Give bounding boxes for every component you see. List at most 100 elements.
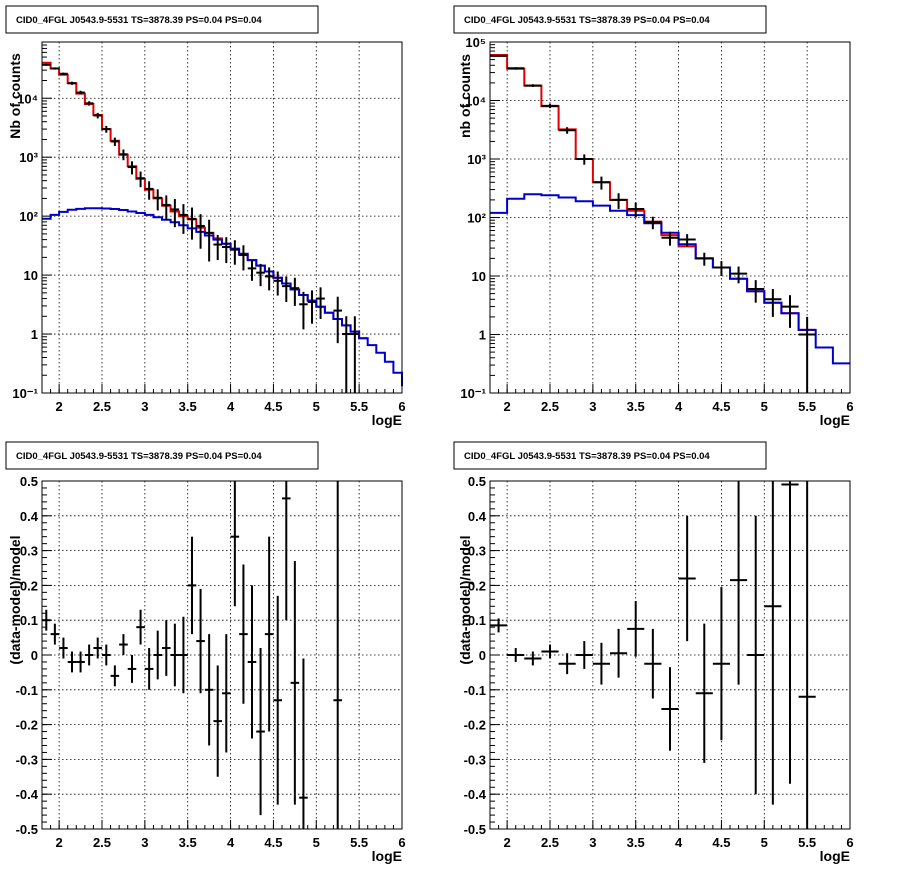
- data-point: [507, 67, 525, 70]
- data-point: [282, 481, 291, 621]
- x-tick-label: 2.5: [541, 835, 559, 850]
- x-tick-label: 6: [846, 835, 853, 850]
- x-tick-label: 4: [675, 835, 683, 850]
- data-point: [213, 234, 222, 261]
- data-point: [179, 204, 188, 234]
- chart-panel-bottom-right: CID0_4FGL J0543.9-5531 TS=3878.39 PS=0.0…: [453, 441, 854, 864]
- y-tick-label: 10⁵: [465, 35, 486, 50]
- y-tick-label: 10³: [467, 152, 486, 167]
- data-point: [204, 634, 214, 746]
- data-point: [541, 103, 559, 109]
- data-point: [222, 237, 231, 264]
- data-point: [84, 644, 94, 666]
- data-point: [747, 280, 765, 303]
- x-tick-label: 2.5: [93, 399, 111, 414]
- x-tick-label: 6: [846, 399, 853, 414]
- data-point: [256, 263, 265, 287]
- x-axis-label: logE: [372, 848, 402, 864]
- y-tick-label: 10²: [467, 211, 486, 226]
- data-point: [541, 644, 559, 659]
- y-axis-label: Nb of counts: [7, 53, 23, 139]
- data-point: [712, 587, 730, 741]
- data-point: [93, 112, 102, 119]
- data-point: [42, 609, 51, 631]
- data-point: [730, 481, 748, 685]
- x-tick-label: 4.5: [712, 399, 730, 414]
- data-point: [781, 295, 799, 328]
- data-point: [798, 316, 816, 393]
- x-tick-label: 5.5: [798, 399, 816, 414]
- data-point: [592, 176, 610, 190]
- data-point: [144, 181, 154, 200]
- data-point: [230, 240, 240, 265]
- y-tick-label: -0.1: [464, 683, 486, 698]
- data-point: [558, 653, 576, 675]
- data-point: [42, 63, 51, 66]
- chart-panel-bottom-left: CID0_4FGL J0543.9-5531 TS=3878.39 PS=0.0…: [5, 441, 406, 864]
- data-point: [196, 214, 205, 249]
- data-point: [59, 72, 68, 76]
- y-tick-label: -0.3: [464, 752, 486, 767]
- x-tick-label: 6: [398, 399, 405, 414]
- x-tick-label: 4.5: [712, 835, 730, 850]
- data-point: [84, 101, 94, 106]
- y-axis-label: (data-model)/model: [7, 535, 23, 664]
- y-tick-label: 0.3: [20, 544, 38, 559]
- data-point: [695, 252, 713, 266]
- data-point: [102, 644, 111, 666]
- chart-title-box: [5, 5, 319, 34]
- data-point: [524, 651, 542, 666]
- y-tick-label: 10³: [19, 150, 38, 165]
- x-axis-label: logE: [820, 848, 850, 864]
- y-tick-label: 10: [24, 268, 38, 283]
- y-tick-label: 0.5: [20, 474, 38, 489]
- data-point: [256, 648, 265, 816]
- data-point: [264, 267, 274, 291]
- plot-frame: [41, 480, 403, 830]
- y-tick-label: 10: [472, 269, 486, 284]
- data-point: [342, 316, 351, 393]
- data-point: [350, 316, 360, 393]
- y-tick-label: 0: [31, 648, 38, 663]
- data-point: [153, 630, 162, 680]
- data-point: [153, 189, 162, 211]
- x-tick-label: 4: [675, 399, 683, 414]
- data-point: [222, 634, 231, 753]
- y-tick-label: 10⁻¹: [12, 386, 38, 401]
- x-tick-label: 3.5: [627, 835, 645, 850]
- data-point: [290, 561, 300, 805]
- x-tick-label: 5.5: [798, 835, 816, 850]
- data-point: [661, 667, 679, 751]
- x-tick-label: 4.5: [264, 399, 282, 414]
- x-tick-label: 2: [56, 399, 63, 414]
- data-point: [307, 290, 317, 324]
- data-point: [575, 154, 593, 165]
- x-tick-label: 3.5: [179, 399, 197, 414]
- data-point: [179, 616, 188, 694]
- series-line-source-model: [490, 193, 850, 365]
- data-point: [730, 266, 748, 284]
- data-point: [695, 623, 713, 763]
- data-point: [59, 637, 68, 659]
- data-point: [144, 648, 154, 690]
- x-tick-label: 2.5: [93, 835, 111, 850]
- x-tick-label: 2: [504, 399, 511, 414]
- x-tick-label: 2.5: [541, 399, 559, 414]
- y-tick-label: -0.5: [16, 822, 38, 837]
- data-point: [316, 287, 325, 320]
- data-point: [170, 623, 180, 687]
- data-point: [230, 481, 240, 607]
- y-tick-label: -0.2: [464, 718, 486, 733]
- data-point: [136, 171, 145, 188]
- y-tick-label: 0.1: [468, 613, 486, 628]
- y-tick-label: 0.4: [468, 509, 487, 524]
- data-point: [282, 276, 291, 302]
- x-axis-label: logE: [372, 412, 402, 428]
- data-point: [610, 193, 628, 209]
- y-tick-label: -0.2: [16, 718, 38, 733]
- y-tick-label: 1: [31, 327, 38, 342]
- data-point: [136, 609, 145, 645]
- data-point: [170, 199, 180, 228]
- x-tick-label: 5: [761, 399, 768, 414]
